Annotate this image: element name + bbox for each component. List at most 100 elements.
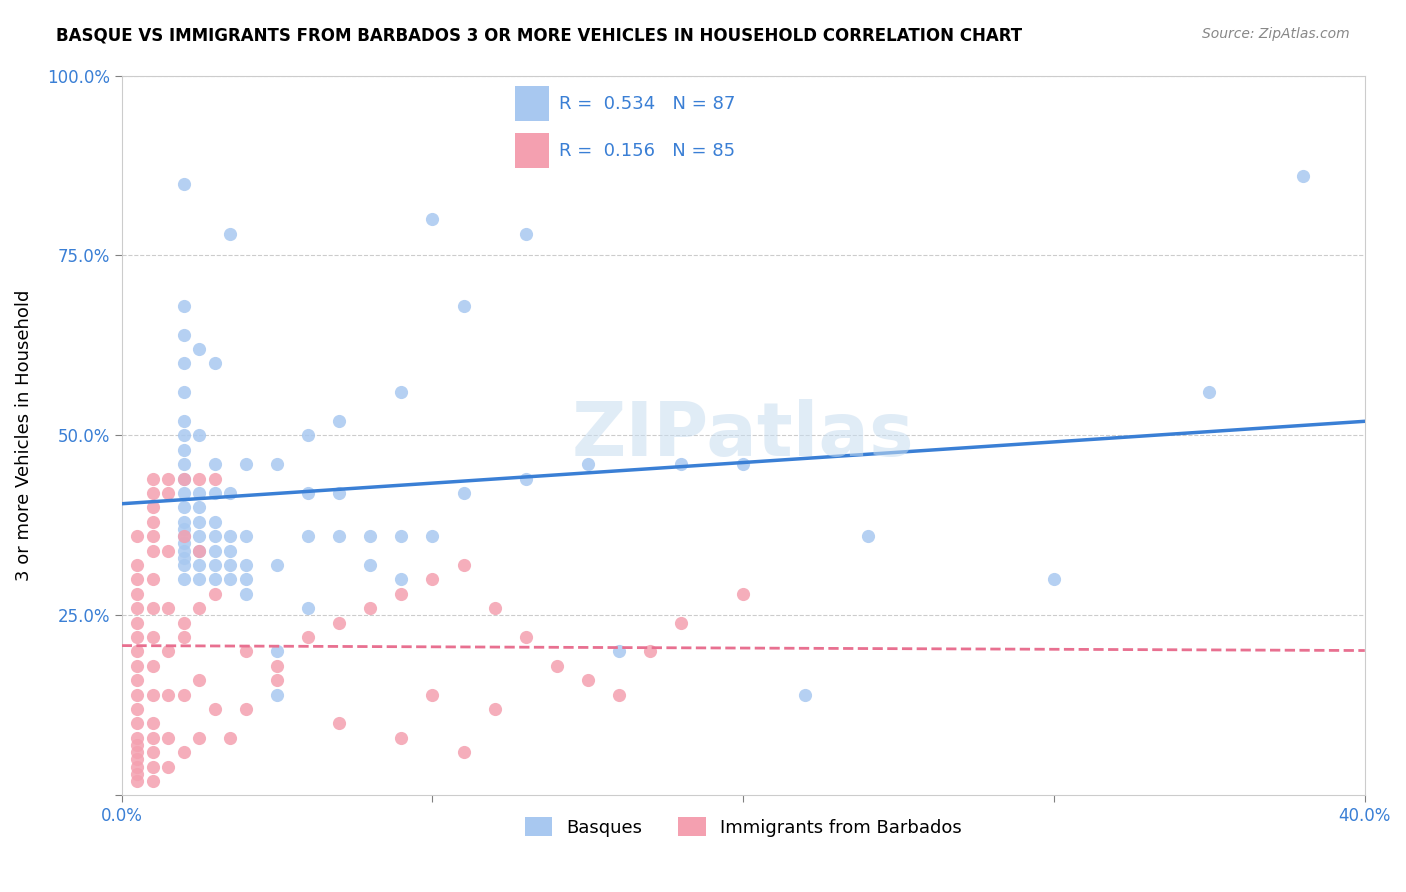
- Point: [204, 587, 226, 601]
- Point: [142, 630, 165, 644]
- Point: [173, 486, 195, 500]
- Point: [794, 688, 817, 702]
- Point: [142, 472, 165, 486]
- Point: [173, 573, 195, 587]
- Point: [142, 573, 165, 587]
- Y-axis label: 3 or more Vehicles in Household: 3 or more Vehicles in Household: [15, 290, 32, 582]
- Point: [173, 356, 195, 370]
- Point: [173, 522, 195, 536]
- Point: [188, 673, 211, 688]
- Text: R =  0.156   N = 85: R = 0.156 N = 85: [558, 142, 735, 160]
- Point: [328, 486, 350, 500]
- Text: ZIPatlas: ZIPatlas: [572, 399, 914, 472]
- Point: [173, 745, 195, 759]
- Point: [157, 644, 180, 658]
- Point: [453, 299, 475, 313]
- Point: [328, 615, 350, 630]
- Point: [127, 630, 149, 644]
- Point: [127, 673, 149, 688]
- Point: [422, 573, 444, 587]
- Point: [235, 529, 257, 543]
- Point: [607, 688, 630, 702]
- Point: [389, 385, 412, 400]
- Point: [173, 428, 195, 442]
- Point: [389, 731, 412, 745]
- Point: [127, 752, 149, 766]
- Point: [328, 716, 350, 731]
- Point: [204, 515, 226, 529]
- Point: [157, 472, 180, 486]
- Point: [235, 573, 257, 587]
- Point: [173, 550, 195, 565]
- Point: [173, 472, 195, 486]
- Point: [389, 529, 412, 543]
- Point: [359, 558, 381, 572]
- Point: [142, 601, 165, 615]
- Point: [173, 299, 195, 313]
- Point: [669, 615, 692, 630]
- Point: [142, 500, 165, 515]
- Point: [515, 630, 537, 644]
- Point: [188, 558, 211, 572]
- Point: [142, 774, 165, 789]
- Point: [142, 759, 165, 773]
- Point: [127, 587, 149, 601]
- Point: [484, 702, 506, 716]
- Point: [188, 543, 211, 558]
- Point: [173, 529, 195, 543]
- Point: [204, 457, 226, 471]
- Point: [453, 486, 475, 500]
- Point: [127, 644, 149, 658]
- Point: [173, 385, 195, 400]
- Point: [173, 529, 195, 543]
- Point: [127, 716, 149, 731]
- Point: [219, 529, 242, 543]
- Point: [157, 486, 180, 500]
- Point: [188, 342, 211, 356]
- Point: [157, 731, 180, 745]
- Point: [127, 702, 149, 716]
- Point: [127, 766, 149, 780]
- Point: [188, 472, 211, 486]
- Point: [359, 601, 381, 615]
- Point: [328, 414, 350, 428]
- Point: [188, 515, 211, 529]
- Point: [173, 688, 195, 702]
- Point: [235, 702, 257, 716]
- Point: [297, 486, 319, 500]
- Point: [669, 457, 692, 471]
- Point: [157, 759, 180, 773]
- Point: [607, 644, 630, 658]
- FancyBboxPatch shape: [516, 133, 550, 168]
- Point: [389, 587, 412, 601]
- Point: [733, 457, 755, 471]
- Point: [576, 457, 599, 471]
- Text: R =  0.534   N = 87: R = 0.534 N = 87: [558, 95, 735, 112]
- Point: [157, 601, 180, 615]
- FancyBboxPatch shape: [516, 87, 550, 121]
- Point: [204, 472, 226, 486]
- Point: [1198, 385, 1220, 400]
- Point: [173, 543, 195, 558]
- Point: [188, 500, 211, 515]
- Point: [127, 759, 149, 773]
- Point: [204, 558, 226, 572]
- Point: [127, 529, 149, 543]
- Point: [173, 500, 195, 515]
- Point: [142, 529, 165, 543]
- Point: [219, 573, 242, 587]
- Point: [142, 745, 165, 759]
- Point: [142, 486, 165, 500]
- Point: [297, 428, 319, 442]
- Point: [733, 587, 755, 601]
- Point: [235, 587, 257, 601]
- Text: Source: ZipAtlas.com: Source: ZipAtlas.com: [1202, 27, 1350, 41]
- Point: [127, 601, 149, 615]
- Point: [142, 515, 165, 529]
- Point: [173, 615, 195, 630]
- Point: [142, 658, 165, 673]
- Point: [453, 558, 475, 572]
- Point: [173, 457, 195, 471]
- Point: [127, 738, 149, 752]
- Point: [173, 177, 195, 191]
